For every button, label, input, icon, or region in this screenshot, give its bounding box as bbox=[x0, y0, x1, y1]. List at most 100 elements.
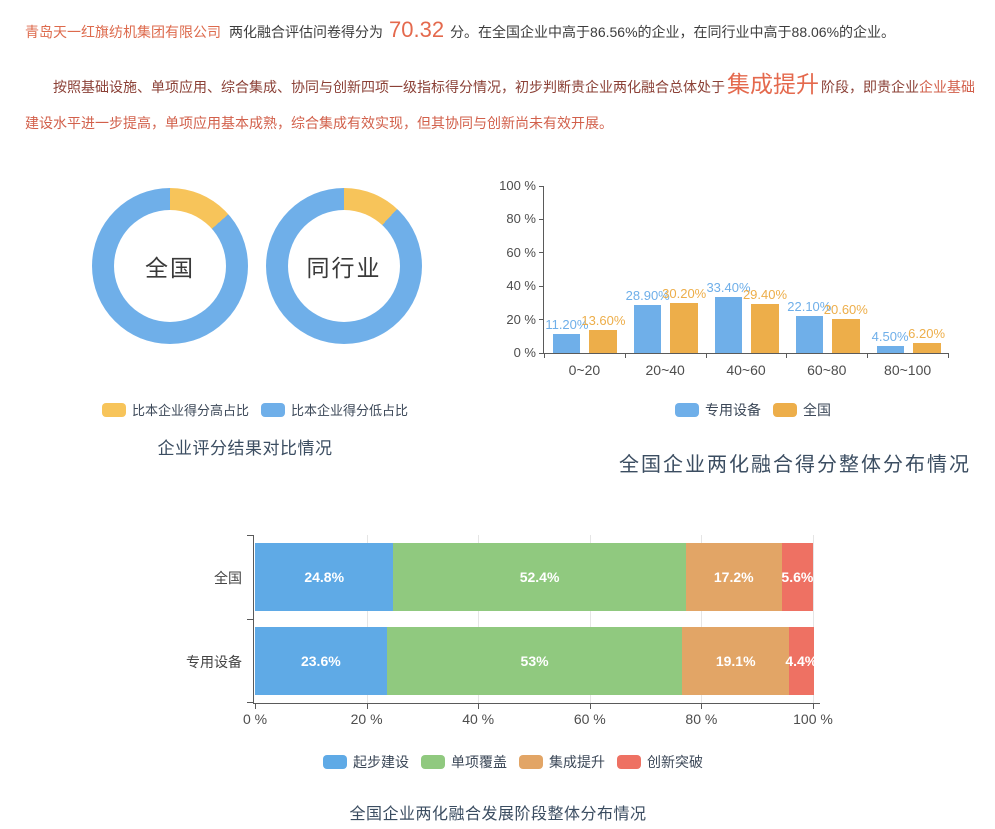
segment-单项覆盖-专用设备[interactable]: 53% bbox=[386, 627, 683, 695]
bar-专用设备-0~20[interactable] bbox=[553, 334, 581, 353]
x-axis-label: 100 % bbox=[793, 711, 833, 727]
x-axis-label: 20 % bbox=[350, 711, 383, 727]
y-axis-label: 20 % bbox=[506, 311, 536, 327]
y-axis-label: 40 % bbox=[506, 278, 536, 294]
y-axis-tick bbox=[247, 535, 253, 536]
donut-label-national: 全国 bbox=[145, 255, 195, 281]
x-axis-label: 40 % bbox=[462, 711, 495, 727]
legend-swatch-icon bbox=[421, 755, 445, 769]
legend-label: 集成提升 bbox=[549, 754, 605, 770]
legend-item[interactable]: 集成提升 bbox=[519, 752, 605, 772]
x-axis-label: 20~40 bbox=[645, 362, 685, 378]
y-axis-tick bbox=[247, 619, 253, 620]
y-axis-line bbox=[253, 535, 254, 703]
y-axis-tick bbox=[539, 319, 544, 321]
legend-item[interactable]: 创新突破 bbox=[617, 752, 703, 772]
donut-hole: 同行业 bbox=[288, 210, 400, 322]
legend-swatch-icon bbox=[261, 402, 286, 417]
legend-swatch-icon bbox=[102, 402, 126, 417]
x-axis-tick bbox=[701, 704, 703, 709]
intro-text: 两化融合评估问卷得分为 bbox=[229, 24, 383, 40]
y-axis-tick bbox=[539, 218, 544, 220]
score-value: 70.32 bbox=[389, 17, 445, 42]
legend-label: 专用设备 bbox=[705, 402, 761, 418]
bar-全国-80~100[interactable] bbox=[912, 342, 941, 353]
bar-value-label: 33.40% bbox=[706, 280, 751, 296]
x-axis-tick bbox=[813, 704, 814, 709]
legend-item[interactable]: 全国 bbox=[773, 400, 831, 420]
bar-value-label: 22.10% bbox=[787, 299, 832, 315]
y-axis-tick bbox=[539, 285, 544, 287]
bar-全国-40~60[interactable] bbox=[751, 303, 779, 353]
bar-value-label: 13.60% bbox=[581, 313, 626, 329]
legend-swatch-icon bbox=[617, 755, 641, 769]
x-axis-tick bbox=[478, 704, 480, 709]
x-axis-tick bbox=[867, 353, 869, 358]
stage-detail-text: 企业基础建设水平进一步提高，单项应用基本成熟，综合集成有效实现，但其协同与创新尚… bbox=[25, 79, 975, 131]
bar-专用设备-40~60[interactable] bbox=[715, 297, 742, 353]
x-axis-line bbox=[253, 703, 820, 704]
bar-专用设备-20~40[interactable] bbox=[634, 304, 662, 353]
x-axis-label: 40~60 bbox=[726, 362, 766, 378]
x-axis-label: 60~80 bbox=[807, 362, 847, 378]
x-axis-tick bbox=[786, 353, 788, 358]
percentile-text: 分。在全国企业中高于86.56%的企业，在同行业中高于88.06%的企业。 bbox=[450, 24, 896, 40]
x-axis-tick bbox=[544, 353, 545, 358]
y-axis-label: 0 % bbox=[513, 345, 536, 360]
segment-创新突破-专用设备[interactable]: 4.4% bbox=[785, 627, 817, 695]
stage-mid-text: 阶段，即贵企业 bbox=[821, 79, 919, 95]
donut-chart-national[interactable]: 全国 bbox=[92, 188, 248, 344]
stage-summary-paragraph: 按照基础设施、单项应用、综合集成、协同与创新四项一级指标得分情况，初步判断贵企业… bbox=[25, 66, 985, 141]
segment-集成提升-全国[interactable]: 17.2% bbox=[685, 543, 782, 611]
donut-hole: 全国 bbox=[114, 210, 226, 322]
row-label-全国: 全国 bbox=[214, 570, 242, 586]
bar-chart-title: 全国企业两化融合得分整体分布情况 bbox=[619, 454, 971, 476]
legend-item[interactable]: 起步建设 bbox=[323, 752, 409, 772]
y-axis-tick bbox=[539, 185, 544, 187]
legend-item[interactable]: 比本企业得分低占比 bbox=[261, 400, 408, 419]
score-distribution-bar-chart: 0 % 20 % 40 % 60 % 80 % 100 % 0~20 20~40 40~60 60… bbox=[499, 178, 949, 378]
gridline bbox=[366, 535, 368, 703]
donut-chart-title: 企业评分结果对比情况 bbox=[157, 439, 333, 458]
x-axis-tick bbox=[589, 704, 591, 709]
legend-label: 起步建设 bbox=[353, 754, 409, 770]
bar-value-label: 28.90% bbox=[625, 287, 670, 303]
bar-专用设备-80~100[interactable] bbox=[876, 345, 904, 353]
segment-创新突破-全国[interactable]: 5.6% bbox=[781, 543, 813, 611]
gridline bbox=[813, 535, 814, 703]
x-axis-label: 80 % bbox=[685, 711, 718, 727]
x-axis-label: 80~100 bbox=[884, 362, 932, 378]
bar-专用设备-60~80[interactable] bbox=[795, 316, 823, 353]
bar-全国-20~40[interactable] bbox=[670, 302, 699, 353]
legend-item[interactable]: 比本企业得分高占比 bbox=[102, 400, 249, 419]
donut-label-industry: 同行业 bbox=[306, 255, 382, 281]
donut-chart-industry[interactable]: 同行业 bbox=[266, 188, 422, 344]
stage-lead-text: 按照基础设施、单项应用、综合集成、协同与创新四项一级指标得分情况，初步判断贵企业… bbox=[53, 79, 725, 95]
legend-label: 比本企业得分高占比 bbox=[132, 403, 250, 418]
legend-item[interactable]: 单项覆盖 bbox=[421, 752, 507, 772]
segment-单项覆盖-全国[interactable]: 52.4% bbox=[393, 543, 686, 611]
x-axis-tick bbox=[705, 353, 707, 358]
x-axis-label: 0 % bbox=[242, 711, 268, 727]
legend-swatch-icon bbox=[675, 403, 699, 417]
x-axis-tick bbox=[255, 704, 256, 709]
legend-swatch-icon bbox=[519, 755, 543, 769]
donut-chart-legend: 比本企业得分高占比 比本企业得分低占比 bbox=[102, 400, 420, 419]
bar-value-label: 29.40% bbox=[742, 286, 788, 302]
y-axis-tick bbox=[539, 252, 544, 254]
segment-起步建设-全国[interactable]: 24.8% bbox=[255, 543, 394, 611]
legend-item[interactable]: 专用设备 bbox=[675, 400, 761, 420]
segment-起步建设-专用设备[interactable]: 23.6% bbox=[255, 627, 387, 695]
legend-label: 全国 bbox=[803, 402, 831, 418]
bar-全国-0~20[interactable] bbox=[589, 330, 618, 353]
legend-label: 单项覆盖 bbox=[451, 754, 507, 770]
segment-集成提升-专用设备[interactable]: 19.1% bbox=[682, 627, 789, 695]
gridline bbox=[478, 535, 480, 703]
stacked-chart-title: 全国企业两化融合发展阶段整体分布情况 bbox=[349, 806, 647, 823]
stage-name: 集成提升 bbox=[727, 71, 819, 97]
y-axis-tick bbox=[539, 352, 544, 354]
bar-value-label: 30.20% bbox=[662, 285, 707, 301]
bar-全国-60~80[interactable] bbox=[831, 318, 860, 353]
stacked-chart-legend: 起步建设 单项覆盖 集成提升 创新突破 bbox=[323, 752, 715, 772]
